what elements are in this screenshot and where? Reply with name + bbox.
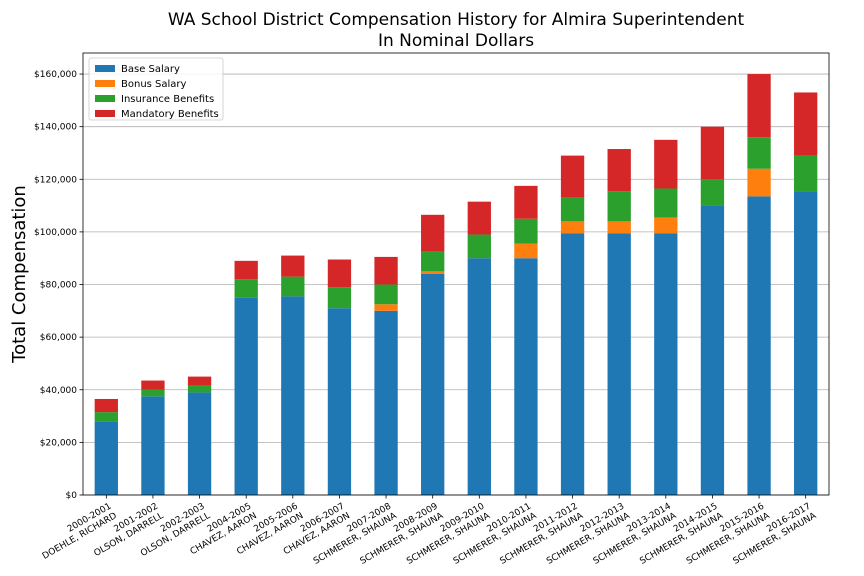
bar-insurance-benefits bbox=[94, 412, 118, 422]
bar-base-salary bbox=[514, 258, 538, 495]
bars bbox=[94, 74, 818, 495]
chart-subtitle: In Nominal Dollars bbox=[378, 31, 534, 51]
bar-insurance-benefits bbox=[607, 191, 631, 222]
bar-insurance-benefits bbox=[187, 385, 212, 393]
bar-base-salary bbox=[560, 233, 585, 495]
legend-label: Bonus Salary bbox=[121, 79, 187, 90]
bar-mandatory-benefits bbox=[374, 256, 398, 285]
axes bbox=[82, 52, 830, 496]
bar-mandatory-benefits bbox=[794, 92, 818, 156]
legend-swatch bbox=[95, 95, 115, 102]
y-axis-label: Total Compensation bbox=[9, 185, 30, 364]
y-tick-label: $0 bbox=[66, 491, 78, 501]
bar-mandatory-benefits bbox=[187, 376, 212, 386]
bar-base-salary bbox=[234, 297, 258, 495]
bar-base-salary bbox=[187, 392, 212, 495]
bar-base-salary bbox=[747, 196, 771, 495]
bar-insurance-benefits bbox=[654, 188, 678, 218]
legend-label: Mandatory Benefits bbox=[121, 109, 219, 120]
legend-swatch bbox=[95, 80, 115, 87]
bar-mandatory-benefits bbox=[700, 126, 725, 180]
bar-bonus-salary bbox=[560, 221, 585, 234]
bar-mandatory-benefits bbox=[560, 155, 585, 198]
y-tick-label: $80,000 bbox=[40, 281, 77, 291]
bar-insurance-benefits bbox=[141, 389, 165, 397]
bar-mandatory-benefits bbox=[607, 149, 631, 192]
plot-frame bbox=[82, 52, 830, 496]
bar-base-salary bbox=[794, 191, 818, 495]
bar-insurance-benefits bbox=[794, 155, 818, 192]
bar-insurance-benefits bbox=[234, 279, 258, 298]
legend-label: Insurance Benefits bbox=[121, 94, 214, 105]
bar-insurance-benefits bbox=[560, 197, 585, 222]
bar-base-salary bbox=[141, 396, 165, 495]
bar-bonus-salary bbox=[747, 168, 771, 197]
bar-insurance-benefits bbox=[467, 234, 491, 259]
bar-mandatory-benefits bbox=[327, 259, 352, 288]
chart-title: WA School District Compensation History … bbox=[168, 10, 745, 30]
y-tick-label: $160,000 bbox=[34, 70, 77, 80]
bar-base-salary bbox=[94, 421, 118, 495]
bar-mandatory-benefits bbox=[94, 398, 118, 413]
legend: Base Salary Bonus Salary Insurance Benefit… bbox=[88, 57, 224, 121]
bar-mandatory-benefits bbox=[514, 185, 538, 219]
legend-swatch bbox=[95, 65, 115, 72]
bar-insurance-benefits bbox=[700, 179, 725, 206]
bar-base-salary bbox=[700, 205, 725, 495]
bar-bonus-salary bbox=[374, 304, 398, 311]
legend-swatch bbox=[95, 110, 115, 117]
bar-bonus-salary bbox=[421, 271, 445, 274]
legend-label: Base Salary bbox=[121, 64, 180, 75]
bar-base-salary bbox=[467, 258, 491, 495]
bar-insurance-benefits bbox=[747, 137, 771, 169]
bar-bonus-salary bbox=[654, 217, 678, 234]
bar-mandatory-benefits bbox=[281, 255, 305, 277]
bar-insurance-benefits bbox=[327, 287, 352, 309]
bar-mandatory-benefits bbox=[747, 74, 771, 138]
y-tick-label: $100,000 bbox=[34, 228, 77, 238]
bar-insurance-benefits bbox=[421, 251, 445, 272]
bar-base-salary bbox=[421, 274, 445, 495]
bar-bonus-salary bbox=[514, 243, 538, 259]
y-tick-label: $40,000 bbox=[40, 386, 77, 396]
bar-base-salary bbox=[654, 233, 678, 495]
y-tick-label: $60,000 bbox=[40, 333, 77, 343]
bar-base-salary bbox=[607, 233, 631, 495]
bar-insurance-benefits bbox=[374, 284, 398, 305]
y-tick-label: $20,000 bbox=[40, 438, 77, 448]
legend-box bbox=[88, 57, 224, 121]
bar-base-salary bbox=[281, 296, 305, 495]
y-tick-label: $140,000 bbox=[34, 123, 77, 133]
bar-base-salary bbox=[327, 308, 352, 495]
bar-insurance-benefits bbox=[281, 276, 305, 297]
bar-mandatory-benefits bbox=[421, 214, 445, 252]
y-ticks: $0 $20,000 $40,000 $60,000 $80,000 $100,000 $1… bbox=[34, 70, 83, 501]
bar-mandatory-benefits bbox=[141, 380, 165, 390]
bar-mandatory-benefits bbox=[654, 139, 678, 189]
bar-insurance-benefits bbox=[514, 218, 538, 244]
bar-bonus-salary bbox=[607, 221, 631, 234]
bar-mandatory-benefits bbox=[234, 260, 258, 280]
y-tick-label: $120,000 bbox=[34, 175, 77, 185]
bar-mandatory-benefits bbox=[467, 201, 491, 235]
bar-base-salary bbox=[374, 310, 398, 495]
